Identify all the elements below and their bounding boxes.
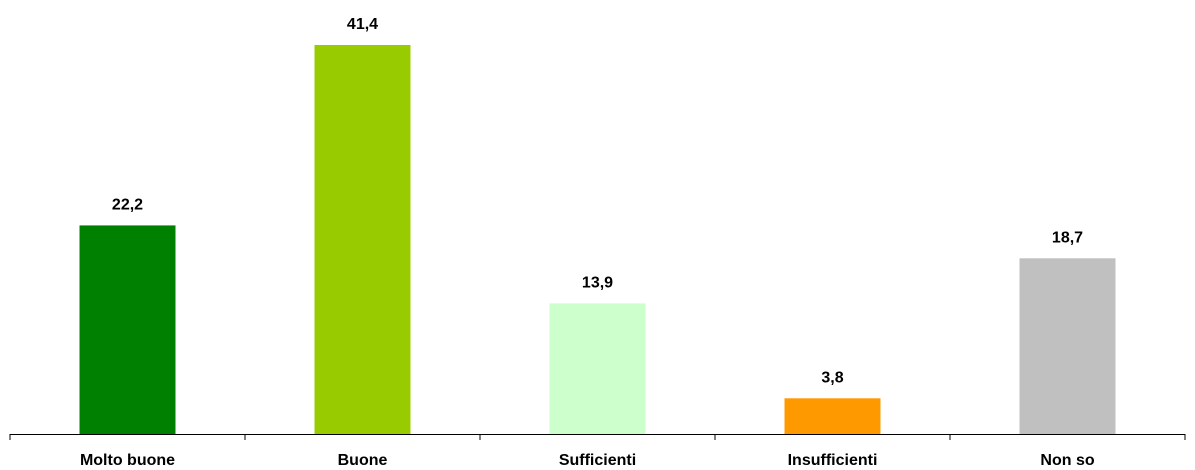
x-tick-label: Buone (338, 452, 388, 469)
x-tick-label: Non so (1040, 452, 1094, 469)
data-label: 3,8 (821, 370, 843, 387)
bar (784, 398, 881, 434)
bar (79, 225, 176, 434)
data-label: 18,7 (1052, 230, 1083, 247)
x-tick-label: Molto buone (80, 452, 175, 469)
data-label: 41,4 (347, 16, 378, 33)
x-tick-label: Insufficienti (788, 452, 878, 469)
data-label: 13,9 (582, 275, 613, 292)
data-label: 22,2 (112, 197, 143, 214)
x-tick-label: Sufficienti (559, 452, 636, 469)
bar (549, 303, 646, 434)
bar (1019, 258, 1116, 434)
bar (314, 45, 411, 434)
